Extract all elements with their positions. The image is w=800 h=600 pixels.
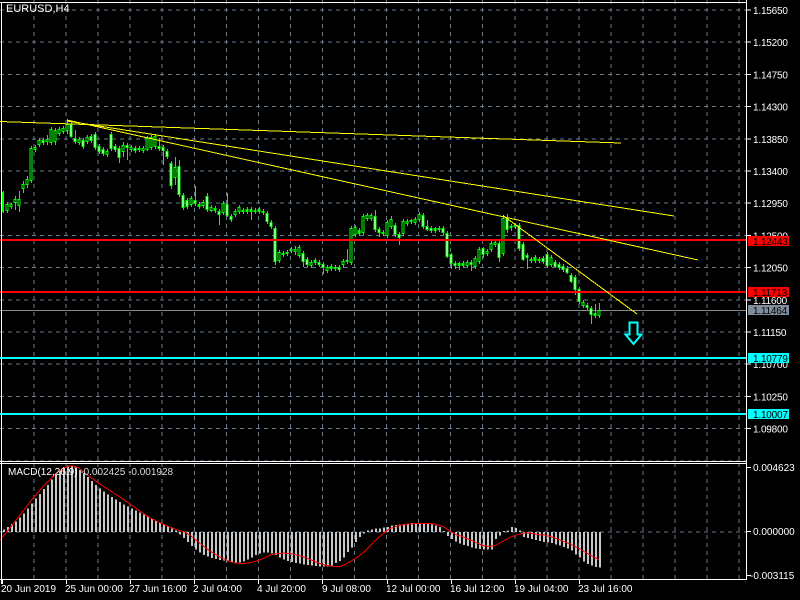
svg-text:1.12443: 1.12443 bbox=[753, 237, 788, 248]
svg-text:1.14750: 1.14750 bbox=[753, 70, 788, 81]
svg-text:1.13400: 1.13400 bbox=[753, 167, 788, 178]
svg-text:1.11150: 1.11150 bbox=[753, 328, 787, 339]
svg-text:0.000000: 0.000000 bbox=[753, 527, 795, 538]
svg-text:20 Jun 2019: 20 Jun 2019 bbox=[1, 584, 56, 595]
svg-text:1.10250: 1.10250 bbox=[753, 392, 788, 403]
svg-text:1.11600: 1.11600 bbox=[753, 296, 788, 307]
svg-text:-0.003115: -0.003115 bbox=[750, 571, 795, 582]
svg-text:1.11713: 1.11713 bbox=[753, 288, 788, 299]
svg-text:1.14300: 1.14300 bbox=[753, 103, 788, 114]
svg-text:1.12050: 1.12050 bbox=[753, 264, 788, 275]
svg-text:0.004623: 0.004623 bbox=[753, 463, 795, 474]
svg-text:1.10700: 1.10700 bbox=[753, 360, 788, 371]
svg-text:1.09800: 1.09800 bbox=[753, 425, 788, 436]
svg-text:1.10779: 1.10779 bbox=[753, 354, 788, 365]
svg-text:19 Jul 04:00: 19 Jul 04:00 bbox=[514, 584, 569, 595]
svg-text:12 Jul 00:00: 12 Jul 00:00 bbox=[386, 584, 441, 595]
svg-text:2 Jul 04:00: 2 Jul 04:00 bbox=[193, 584, 242, 595]
svg-text:1.15650: 1.15650 bbox=[753, 6, 788, 17]
svg-text:9 Jul 08:00: 9 Jul 08:00 bbox=[322, 584, 371, 595]
svg-text:27 Jun 16:00: 27 Jun 16:00 bbox=[129, 584, 187, 595]
svg-text:1.11464: 1.11464 bbox=[753, 306, 788, 317]
svg-text:EURUSD,H4: EURUSD,H4 bbox=[6, 3, 70, 15]
svg-text:4 Jul 20:00: 4 Jul 20:00 bbox=[257, 584, 306, 595]
svg-text:25 Jun 00:00: 25 Jun 00:00 bbox=[65, 584, 123, 595]
svg-text:23 Jul 16:00: 23 Jul 16:00 bbox=[578, 584, 633, 595]
svg-text:1.15200: 1.15200 bbox=[753, 38, 788, 49]
svg-text:MACD(12,26,9) -0.002425 -0.001: MACD(12,26,9) -0.002425 -0.001928 bbox=[8, 467, 174, 478]
svg-text:16 Jul 12:00: 16 Jul 12:00 bbox=[450, 584, 505, 595]
svg-text:1.12950: 1.12950 bbox=[753, 199, 788, 210]
svg-text:1.13850: 1.13850 bbox=[753, 135, 788, 146]
svg-text:1.10007: 1.10007 bbox=[753, 410, 788, 421]
